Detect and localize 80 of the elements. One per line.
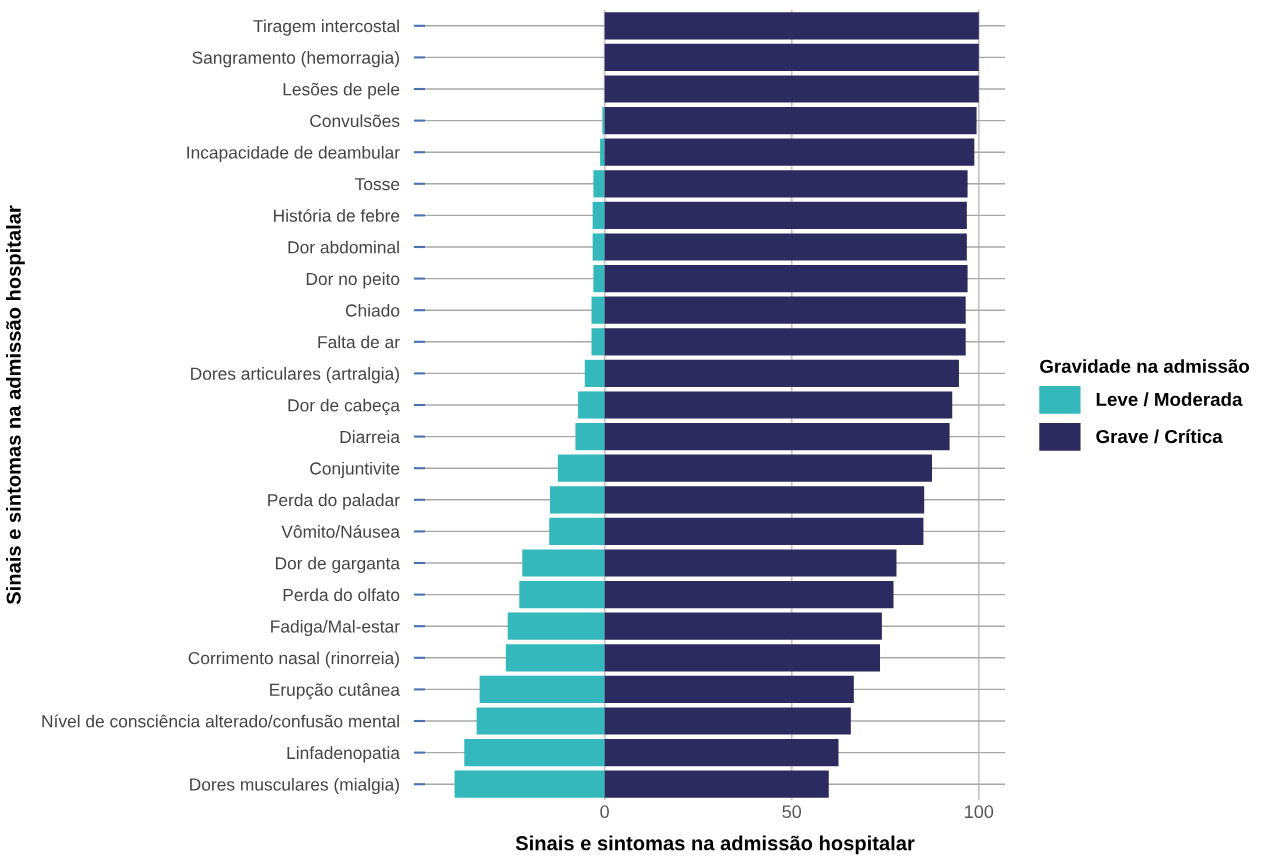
bar [604, 170, 968, 198]
y-tick-label: História de febre [274, 208, 400, 222]
y-tick-label: Falta de ar [318, 335, 400, 349]
y-tick-label: Perda do olfato [283, 588, 400, 602]
bar [549, 486, 605, 514]
bar [519, 581, 605, 609]
y-tick-label: Dor no peito [306, 272, 400, 289]
bar [604, 423, 950, 451]
bar [604, 138, 975, 166]
bar [593, 170, 605, 198]
bar [578, 391, 605, 419]
y-tick-label: Dor abdominal [288, 240, 399, 254]
bar [604, 486, 925, 514]
bar [604, 739, 839, 767]
bar [507, 612, 605, 640]
bar [575, 423, 605, 451]
bar [604, 201, 967, 229]
bar [591, 328, 605, 356]
bar [505, 644, 605, 672]
bar [600, 138, 605, 166]
bar [604, 391, 953, 419]
y-tick-label: Convulsões [310, 114, 400, 128]
bar [476, 707, 605, 735]
y-tick-label: Tiragem intercostal [253, 19, 399, 36]
bar [604, 612, 882, 640]
bar [464, 739, 605, 767]
bar [604, 233, 967, 261]
x-tick-label: 0 [600, 805, 609, 819]
bar [604, 770, 829, 798]
bar [604, 107, 977, 135]
x-axis-title: Sinais e sintomas na admissão hospitalar [515, 835, 915, 855]
y-tick-label: Vômito/Náusea [281, 524, 401, 538]
x-tick-label: 50 [782, 805, 802, 819]
legend-title: Gravidade na admissão [1040, 359, 1250, 373]
y-tick-label: Incapacidade de deambular [187, 145, 400, 163]
bar [592, 201, 605, 229]
y-tick-label: Sangramento (hemorragia) [192, 51, 399, 68]
bar [549, 517, 605, 545]
y-tick-label: Erupção cutânea [270, 683, 401, 700]
bar [604, 359, 959, 387]
bar [604, 265, 968, 293]
bar [604, 12, 979, 40]
y-tick-label: Lesões de pele [283, 82, 400, 99]
y-tick-label: Chiado [345, 303, 400, 317]
bar [602, 107, 605, 135]
bar [604, 707, 851, 735]
bar [522, 549, 605, 577]
y-tick-label: Dor de garganta [275, 556, 401, 573]
y-tick-label: Dor de cabeça [288, 398, 401, 415]
legend-label: Leve / Moderada [1096, 392, 1243, 407]
bar [593, 265, 605, 293]
x-tick-label: 100 [965, 805, 994, 819]
bar [479, 675, 605, 703]
bar [584, 359, 605, 387]
y-axis-title: Sinais e sintomas na admissão hospitalar [6, 205, 25, 605]
bar [454, 770, 605, 798]
y-tick-label: Tosse [355, 178, 400, 191]
y-tick-label: Dores musculares (mialgia) [190, 777, 399, 795]
bar [604, 75, 979, 103]
bar [604, 43, 979, 71]
y-tick-label: Dores articulares (artralgia) [191, 367, 399, 384]
y-tick-label: Conjuntivite [310, 461, 400, 479]
bar [604, 517, 924, 545]
bar [604, 675, 854, 703]
y-tick-label: Diarreia [340, 430, 400, 444]
y-tick-label: Nível de consciência alterado/confusão mental [42, 714, 399, 728]
bar [604, 454, 933, 482]
bar [591, 296, 605, 324]
bar [604, 328, 966, 356]
legend-label: Grave / Crítica [1096, 429, 1223, 444]
y-tick-label: Fadiga/Mal-estar [271, 619, 400, 637]
bar [557, 454, 605, 482]
y-tick-label: Perda do paladar [268, 493, 400, 510]
bar [592, 233, 605, 261]
y-tick-label: Corrimento nasal (rinorreia) [188, 651, 399, 668]
bar [604, 644, 881, 672]
bar [604, 549, 897, 577]
y-tick-label: Linfadenopatia [287, 746, 401, 763]
bar [604, 296, 966, 324]
bar [604, 581, 894, 609]
